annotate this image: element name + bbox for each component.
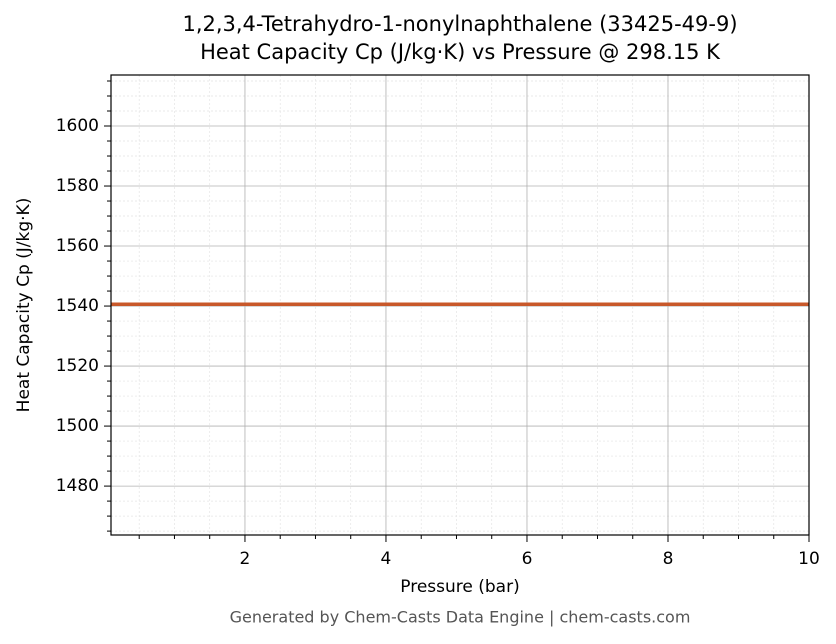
y-tick-label: 1540 [56, 296, 99, 316]
y-tick-label: 1520 [56, 356, 99, 376]
footer: Generated by Chem-Casts Data Engine | ch… [230, 608, 691, 627]
x-tick-label: 8 [663, 549, 674, 569]
chart-title: 1,2,3,4-Tetrahydro-1-nonylnaphthalene (3… [182, 12, 737, 36]
x-tick-label: 4 [381, 549, 392, 569]
y-axis-label: Heat Capacity Cp (J/kg·K) [14, 198, 34, 413]
y-tick-label: 1480 [56, 476, 99, 496]
x-tick-label: 2 [240, 549, 251, 569]
y-tick-label: 1580 [56, 176, 99, 196]
x-tick-label: 10 [798, 549, 820, 569]
y-tick-label: 1600 [56, 116, 99, 136]
chart-subtitle: Heat Capacity Cp (J/kg·K) vs Pressure @ … [200, 40, 721, 64]
plot-frame [110, 74, 810, 536]
y-tick-label: 1560 [56, 236, 99, 256]
y-tick-label: 1500 [56, 416, 99, 436]
x-tick-label: 6 [522, 549, 533, 569]
x-axis-label: Pressure (bar) [400, 577, 519, 597]
